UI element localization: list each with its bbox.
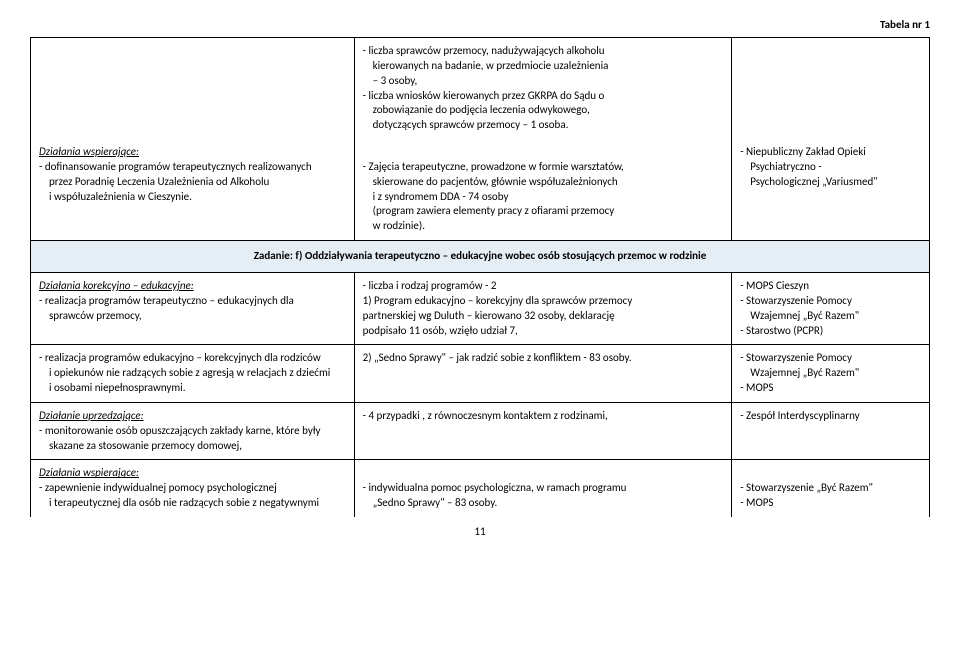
text: skierowane do pacjentów, głównie współuz… <box>363 175 724 190</box>
text: i z syndromem DDA - 74 osoby <box>363 190 724 205</box>
table-row: Działania korekcyjno – edukacyjne: - rea… <box>31 272 930 344</box>
table-row: Działania wspierające: - dofinansowanie … <box>31 139 930 241</box>
cell-row3-right: - Stowarzyszenie Pomocy Wzajemnej „Być R… <box>732 345 930 403</box>
text: w rodzinie). <box>363 219 724 234</box>
task-cell: Zadanie: f) Oddziaływania terapeutyczno … <box>31 241 930 273</box>
text: - Stowarzyszenie Pomocy <box>740 351 852 364</box>
text: - monitorowanie osób opuszczających zakł… <box>39 424 321 437</box>
table-row: Działanie uprzedzające: - monitorowanie … <box>31 402 930 460</box>
cell-row4-left: Działanie uprzedzające: - monitorowanie … <box>31 402 355 460</box>
text: - liczba i rodzaj programów - 2 <box>363 279 497 292</box>
text: - MOPS Cieszyn <box>740 279 809 292</box>
table-row: - realizacja programów edukacyjno – kore… <box>31 345 930 403</box>
table-row: - liczba sprawców przemocy, nadużywający… <box>31 38 930 140</box>
text: - Stowarzyszenie Pomocy <box>740 294 852 307</box>
cell-row3-mid: 2) „Sedno Sprawy" – jak radzić sobie z k… <box>354 345 732 403</box>
text: zobowiązanie do podjęcia leczenia odwyko… <box>363 103 724 118</box>
text: skazane za stosowanie przemocy domowej, <box>39 439 346 454</box>
section-heading: Działanie uprzedzające: <box>39 409 144 422</box>
text: „Sedno Sprawy" – 83 osoby. <box>363 496 724 511</box>
text: - MOPS <box>740 496 773 509</box>
text: podpisało 11 osób, wzięło udział 7, <box>363 324 518 337</box>
text: Psychiatryczno - <box>740 160 921 175</box>
cell-row5-left: Działania wspierające: - zapewnienie ind… <box>31 460 355 517</box>
text: i osobami niepełnosprawnymi. <box>39 381 346 396</box>
text: sprawców przemocy, <box>39 309 346 324</box>
cell-row1-left-bottom: Działania wspierające: - dofinansowanie … <box>31 139 355 241</box>
text: - 4 przypadki , z równoczesnym kontaktem… <box>363 409 608 422</box>
table-row: Działania wspierające: - zapewnienie ind… <box>31 460 930 517</box>
text: - realizacja programów terapeutyczno – e… <box>39 294 294 307</box>
text: dotyczących sprawców przemocy – 1 osoba. <box>363 118 724 133</box>
cell-row5-mid: - indywidualna pomoc psychologiczna, w r… <box>354 460 732 517</box>
main-table: - liczba sprawców przemocy, nadużywający… <box>30 37 930 517</box>
text: – 3 osoby, <box>363 74 724 89</box>
text: 1) Program edukacyjno – korekcyjny dla s… <box>363 294 633 307</box>
text: Wzajemnej „Być Razem" <box>740 309 921 324</box>
section-heading: Działania korekcyjno – edukacyjne: <box>39 279 194 292</box>
cell-row1-right-bottom: - Niepubliczny Zakład Opieki Psychiatryc… <box>732 139 930 241</box>
text: Psychologicznej „Variusmed" <box>740 175 921 190</box>
section-heading: Działania wspierające: <box>39 145 139 158</box>
cell-row1-mid-bottom: - Zajęcia terapeutyczne, prowadzone w fo… <box>354 139 732 241</box>
text: i współuzależnienia w Cieszynie. <box>39 190 346 205</box>
page-number: 11 <box>30 525 930 538</box>
cell-row2-mid: - liczba i rodzaj programów - 2 1) Progr… <box>354 272 732 344</box>
text: - realizacja programów edukacyjno – kore… <box>39 351 321 364</box>
text: Wzajemnej „Być Razem" <box>740 366 921 381</box>
section-heading: Działania wspierające: <box>39 466 139 479</box>
text: - MOPS <box>740 381 773 394</box>
text: i opiekunów nie radzących sobie z agresj… <box>39 366 346 381</box>
text: kierowanych na badanie, w przedmiocie uz… <box>363 59 724 74</box>
text: - dofinansowanie programów terapeutyczny… <box>39 160 312 173</box>
text: - liczba sprawców przemocy, nadużywający… <box>363 44 605 57</box>
text: - zapewnienie indywidualnej pomocy psych… <box>39 481 277 494</box>
text: przez Poradnię Leczenia Uzależnienia od … <box>39 175 346 190</box>
cell-row1-mid-top: - liczba sprawców przemocy, nadużywający… <box>354 38 732 140</box>
cell-row1-right-top <box>732 38 930 140</box>
task-row: Zadanie: f) Oddziaływania terapeutyczno … <box>31 241 930 273</box>
cell-row5-right: - Stowarzyszenie „Być Razem" - MOPS <box>732 460 930 517</box>
text: - Zespół Interdyscyplinarny <box>740 409 859 422</box>
text: partnerskiej wg Duluth – kierowano 32 os… <box>363 309 615 322</box>
text: i terapeutycznej dla osób nie radzących … <box>39 496 346 511</box>
cell-row3-left: - realizacja programów edukacyjno – kore… <box>31 345 355 403</box>
text: - Niepubliczny Zakład Opieki <box>740 145 866 158</box>
cell-row4-mid: - 4 przypadki , z równoczesnym kontaktem… <box>354 402 732 460</box>
cell-row2-left: Działania korekcyjno – edukacyjne: - rea… <box>31 272 355 344</box>
text: (program zawiera elementy pracy z ofiara… <box>363 204 724 219</box>
text: - indywidualna pomoc psychologiczna, w r… <box>363 481 627 494</box>
text: 2) „Sedno Sprawy" – jak radzić sobie z k… <box>363 351 632 364</box>
text: - Stowarzyszenie „Być Razem" <box>740 481 873 494</box>
cell-row2-right: - MOPS Cieszyn - Stowarzyszenie Pomocy W… <box>732 272 930 344</box>
cell-row4-right: - Zespół Interdyscyplinarny <box>732 402 930 460</box>
text: - liczba wniosków kierowanych przez GKRP… <box>363 89 605 102</box>
text: - Zajęcia terapeutyczne, prowadzone w fo… <box>363 160 624 173</box>
cell-row1-left-top <box>31 38 355 140</box>
table-number-label: Tabela nr 1 <box>30 18 930 31</box>
text: - Starostwo (PCPR) <box>740 324 823 337</box>
